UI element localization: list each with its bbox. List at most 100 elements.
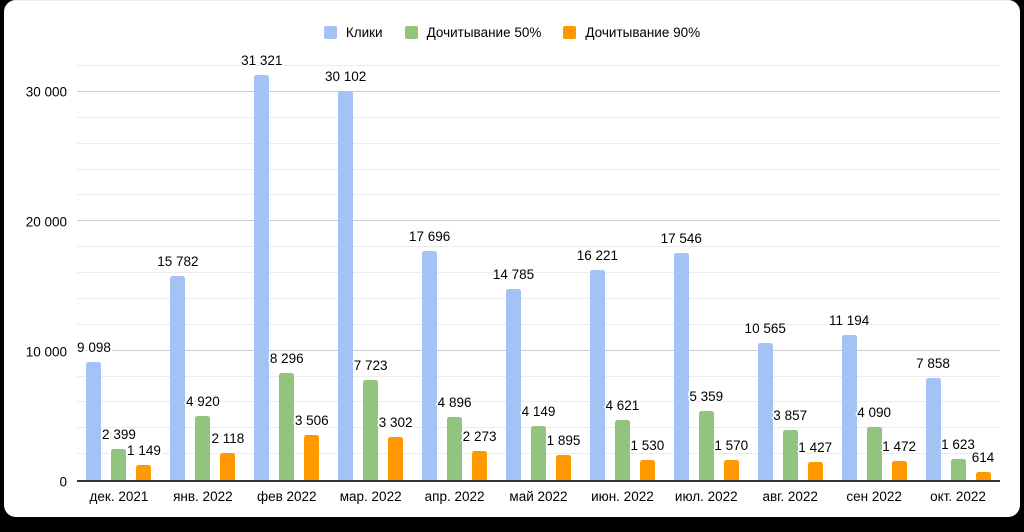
data-label: 1 427 bbox=[798, 439, 833, 455]
data-label: 614 bbox=[971, 450, 995, 466]
bar-group: 17 696 4 896 2 273 апр. 2022 bbox=[409, 66, 497, 504]
gridline-minor bbox=[77, 323, 1000, 325]
legend-swatch-icon bbox=[323, 26, 337, 39]
y-axis-tick-label: 10 000 bbox=[25, 344, 67, 360]
bar-series-2: 3 302 bbox=[379, 415, 413, 480]
bar-series-0: 14 785 bbox=[493, 267, 534, 480]
x-axis-label: мар. 2022 bbox=[339, 489, 402, 504]
data-label: 8 296 bbox=[269, 350, 304, 366]
y-axis-tick-label: 30 000 bbox=[25, 84, 67, 100]
x-axis-label: июл. 2022 bbox=[674, 489, 738, 504]
bar-series-0: 15 782 bbox=[157, 254, 199, 480]
bar-series-0: 31 321 bbox=[241, 53, 282, 480]
bar-group: 31 321 8 296 3 506 фев 2022 bbox=[241, 53, 329, 504]
legend-label: Дочитывание 90% bbox=[585, 25, 701, 40]
data-label: 31 321 bbox=[241, 52, 283, 68]
bar-series-0: 10 565 bbox=[745, 321, 786, 480]
data-label: 17 546 bbox=[660, 231, 702, 246]
data-label: 2 273 bbox=[462, 428, 497, 444]
bar-series-2: 1 472 bbox=[882, 439, 916, 480]
data-label: 15 782 bbox=[157, 253, 199, 269]
bar-series-2: 614 bbox=[972, 450, 994, 480]
bar-series-2: 3 506 bbox=[295, 413, 329, 480]
bar-series-0: 11 194 bbox=[829, 313, 869, 480]
gridline-major bbox=[77, 220, 1000, 222]
y-axis-labels: 0 10 000 20 000 30 000 bbox=[4, 66, 67, 490]
gridline-minor bbox=[77, 272, 1000, 273]
bar-series-1: 7 723 bbox=[354, 358, 388, 480]
data-label: 7 858 bbox=[916, 356, 950, 372]
data-label: 4 090 bbox=[857, 405, 892, 421]
bar-series-1: 8 296 bbox=[270, 351, 304, 480]
bar-series-1: 1 623 bbox=[941, 437, 975, 480]
bar-group: 11 194 4 090 1 472 сен 2022 bbox=[829, 66, 916, 504]
data-label: 4 621 bbox=[605, 398, 640, 414]
gridline-minor bbox=[77, 401, 1000, 403]
gridline-minor bbox=[77, 246, 1000, 248]
legend-label: Клики bbox=[345, 25, 383, 40]
bar-series-2: 1 895 bbox=[547, 433, 580, 480]
bar-series-1: 2 399 bbox=[102, 427, 136, 480]
bar-group: 15 782 4 920 2 118 янв. 2022 bbox=[157, 66, 245, 504]
data-label: 10 565 bbox=[744, 321, 786, 337]
y-axis-tick-label: 0 bbox=[59, 474, 67, 490]
data-label: 3 506 bbox=[294, 412, 329, 428]
gridline-minor bbox=[77, 375, 1000, 377]
data-label: 14 785 bbox=[492, 266, 535, 282]
data-label: 4 149 bbox=[521, 404, 556, 420]
bar-group: 14 785 4 149 1 895 май 2022 bbox=[493, 66, 581, 504]
data-label: 11 194 bbox=[828, 313, 870, 329]
bar-series-2: 1 570 bbox=[714, 438, 748, 480]
bar-group: 30 102 7 723 3 302 мар. 2022 bbox=[325, 66, 413, 504]
bar-series-0: 17 546 bbox=[661, 231, 702, 480]
data-label: 1 472 bbox=[882, 438, 917, 454]
bar-series-1: 3 857 bbox=[773, 408, 807, 480]
x-axis-label: июн. 2022 bbox=[591, 489, 654, 504]
bar-series-0: 17 696 bbox=[409, 229, 450, 480]
legend-swatch-icon bbox=[563, 26, 577, 39]
bar-series-2: 1 530 bbox=[630, 438, 664, 480]
bar-group: 10 565 3 857 1 427 авг. 2022 bbox=[745, 66, 833, 504]
legend-item-series-1: Дочитывание 50% bbox=[404, 25, 542, 40]
data-label: 4 896 bbox=[437, 394, 472, 410]
bar-series-0: 30 102 bbox=[325, 69, 366, 480]
data-label: 17 696 bbox=[408, 229, 451, 245]
legend-swatch-icon bbox=[404, 26, 418, 39]
gridline-minor bbox=[77, 194, 1000, 196]
chart-canvas: Клики Дочитывание 50% Дочитывание 90% 0 10 … bbox=[4, 0, 1020, 517]
data-label: 2 399 bbox=[102, 426, 136, 442]
data-label: 3 857 bbox=[773, 408, 808, 424]
x-axis-label: фев 2022 bbox=[256, 489, 317, 504]
bar-series-2: 1 149 bbox=[127, 443, 161, 480]
data-label: 4 920 bbox=[185, 394, 220, 410]
legend-label: Дочитывание 50% bbox=[426, 25, 542, 40]
data-label: 9 098 bbox=[77, 340, 111, 356]
bar-series-2: 2 273 bbox=[463, 429, 496, 480]
bar-group: 7 858 1 623 614 окт. 2022 bbox=[916, 66, 1000, 504]
data-label: 1 623 bbox=[941, 437, 975, 453]
data-label: 7 723 bbox=[353, 358, 388, 374]
bar-groups: 9 098 2 399 1 149 дек. 2021 15 782 4 920 2 118… bbox=[77, 53, 1000, 504]
bar-series-1: 5 359 bbox=[689, 389, 723, 480]
gridline-major bbox=[77, 90, 1000, 92]
legend: Клики Дочитывание 50% Дочитывание 90% bbox=[4, 25, 1020, 40]
plot-area: 9 098 2 399 1 149 дек. 2021 15 782 4 920 2 118… bbox=[77, 53, 1000, 504]
bar-series-1: 4 090 bbox=[857, 405, 891, 480]
x-axis-label: авг. 2022 bbox=[762, 489, 818, 504]
bar-series-0: 16 221 bbox=[577, 248, 618, 480]
bar-series-2: 2 118 bbox=[211, 431, 244, 480]
gridline-major bbox=[77, 349, 1000, 351]
legend-item-series-2: Дочитывание 90% bbox=[563, 25, 700, 40]
bar-series-1: 4 621 bbox=[605, 398, 639, 480]
bar-series-2: 1 427 bbox=[798, 440, 832, 480]
x-axis-label: май 2022 bbox=[509, 489, 568, 504]
legend-item-series-0: Клики bbox=[323, 25, 383, 40]
bar-series-1: 4 896 bbox=[438, 395, 471, 480]
gridline-minor bbox=[77, 142, 1000, 144]
gridline-minor bbox=[77, 297, 1000, 299]
data-label: 30 102 bbox=[325, 68, 367, 84]
data-label: 1 570 bbox=[714, 437, 749, 453]
gridline-minor bbox=[77, 168, 1000, 170]
bar-group: 16 221 4 621 1 530 июн. 2022 bbox=[577, 66, 665, 504]
